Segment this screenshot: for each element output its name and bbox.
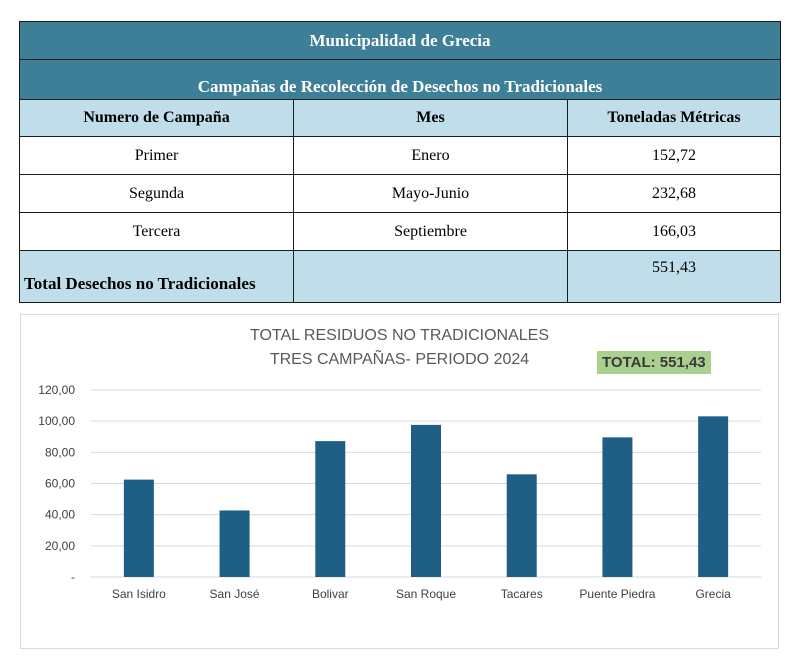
x-category-label: Bolivar — [312, 587, 349, 601]
table-subtitle: Campañas de Recolección de Desechos no T… — [18, 59, 782, 100]
table-row: Segunda Mayo-Junio 232,68 — [19, 174, 782, 213]
total-month — [293, 250, 568, 303]
x-category-label: Grecia — [695, 587, 731, 601]
total-row: Total Desechos no Tradicionales 551,43 — [19, 250, 782, 303]
header-campaign: Numero de Campaña — [19, 99, 294, 137]
y-tick-label: 100,00 — [38, 414, 75, 428]
chart-plot: - 20,00 40,00 60,00 80,00 100,00 120,00 San Isi… — [38, 383, 761, 601]
cell-month: Mayo-Junio — [293, 174, 568, 213]
cell-month: Septiembre — [293, 212, 568, 251]
x-category-label: San Isidro — [112, 587, 166, 601]
bar-chart: TOTAL RESIDUOS NO TRADICIONALES TRES CAM… — [20, 314, 779, 649]
cell-tons: 166,03 — [566, 212, 782, 251]
y-tick-label: 80,00 — [45, 445, 75, 459]
bar — [219, 510, 250, 577]
bar — [698, 416, 729, 577]
cell-campaign: Primer — [19, 136, 294, 175]
header-tons: Toneladas Métricas — [566, 99, 782, 137]
cell-tons: 152,72 — [566, 136, 782, 175]
y-tick-label: 120,00 — [38, 383, 75, 397]
x-category-label: San José — [210, 587, 260, 601]
table-row: Tercera Septiembre 166,03 — [19, 212, 782, 251]
bar — [602, 437, 633, 577]
table-row: Primer Enero 152,72 — [19, 136, 782, 175]
y-tick-label: - — [71, 570, 75, 584]
x-category-label: Puente Piedra — [579, 587, 655, 601]
bar — [123, 479, 154, 577]
x-category-label: Tacares — [501, 587, 543, 601]
campaign-table: Municipalidad de Grecia Campañas de Reco… — [18, 21, 782, 303]
y-tick-label: 40,00 — [45, 508, 75, 522]
bar — [315, 441, 346, 577]
cell-tons: 232,68 — [566, 174, 782, 213]
total-value: 551,43 — [566, 250, 782, 303]
header-month: Mes — [293, 99, 568, 137]
bar — [506, 474, 537, 577]
cell-campaign: Segunda — [19, 174, 294, 213]
y-tick-label: 60,00 — [45, 477, 75, 491]
cell-campaign: Tercera — [19, 212, 294, 251]
total-badge: TOTAL: 551,43 — [597, 351, 711, 374]
y-tick-label: 20,00 — [45, 539, 75, 553]
bar — [411, 424, 441, 577]
chart-subtitle: TRES CAMPAÑAS- PERIODO 2024 — [269, 351, 530, 368]
x-category-label: San Roque — [396, 587, 456, 601]
chart-title: TOTAL RESIDUOS NO TRADICIONALES — [249, 327, 550, 344]
table-title: Municipalidad de Grecia — [18, 21, 782, 60]
cell-month: Enero — [293, 136, 568, 175]
total-label: Total Desechos no Tradicionales — [19, 250, 294, 303]
